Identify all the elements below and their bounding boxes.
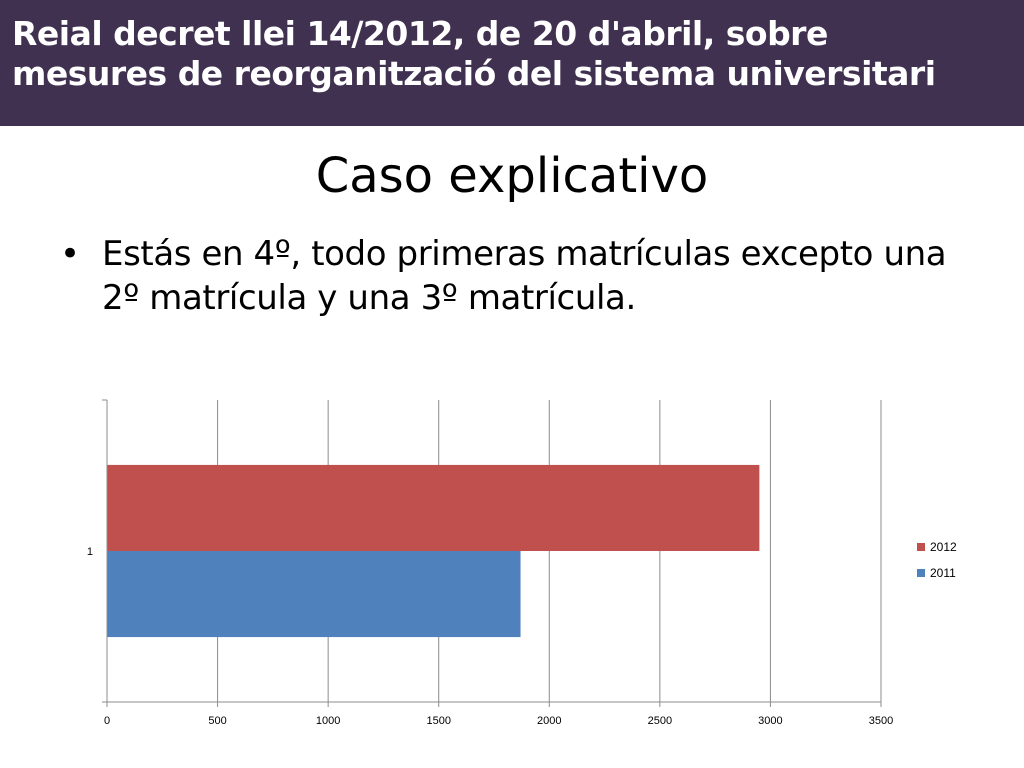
y-tick-labels: 1 bbox=[87, 546, 93, 558]
x-tick-label: 1000 bbox=[316, 715, 340, 727]
x-tick-labels: 0 500 1000 1500 2000 2500 3000 3500 bbox=[104, 715, 893, 727]
legend-swatch-2012 bbox=[917, 543, 925, 551]
legend-label-2011: 2011 bbox=[930, 566, 956, 580]
x-tick-label: 1500 bbox=[426, 715, 450, 727]
slide-title: Caso explicativo bbox=[315, 148, 709, 204]
x-tick-label: 2500 bbox=[648, 715, 672, 727]
x-tick-label: 500 bbox=[208, 715, 226, 727]
chart-legend: 2012 2011 bbox=[917, 540, 957, 580]
legend-label-2012: 2012 bbox=[930, 540, 957, 554]
x-tick-label: 3000 bbox=[758, 715, 782, 727]
x-tick-label: 2000 bbox=[537, 715, 561, 727]
bar-2012 bbox=[107, 464, 760, 551]
bullet-icon: • bbox=[60, 234, 81, 274]
header-title-line-1: Reial decret llei 14/2012, de 20 d'abril… bbox=[12, 14, 828, 53]
bar-chart: 0 500 1000 1500 2000 2500 3000 3500 1 2012 2011 bbox=[87, 399, 957, 727]
chart-bars bbox=[107, 464, 760, 638]
slide-header: Reial decret llei 14/2012, de 20 d'abril… bbox=[0, 0, 1024, 126]
bar-2011 bbox=[107, 551, 521, 638]
x-tick-label: 0 bbox=[104, 715, 110, 727]
chart-axes bbox=[102, 399, 882, 707]
y-tick-label: 1 bbox=[87, 546, 93, 558]
x-tick-label: 3500 bbox=[869, 715, 893, 727]
bullet-text: Estás en 4º, todo primeras matrículas ex… bbox=[102, 234, 947, 318]
legend-swatch-2011 bbox=[917, 569, 925, 577]
header-title-line-2: mesures de reorganització del sistema un… bbox=[12, 54, 936, 93]
header-title: Reial decret llei 14/2012, de 20 d'abril… bbox=[12, 14, 1012, 94]
